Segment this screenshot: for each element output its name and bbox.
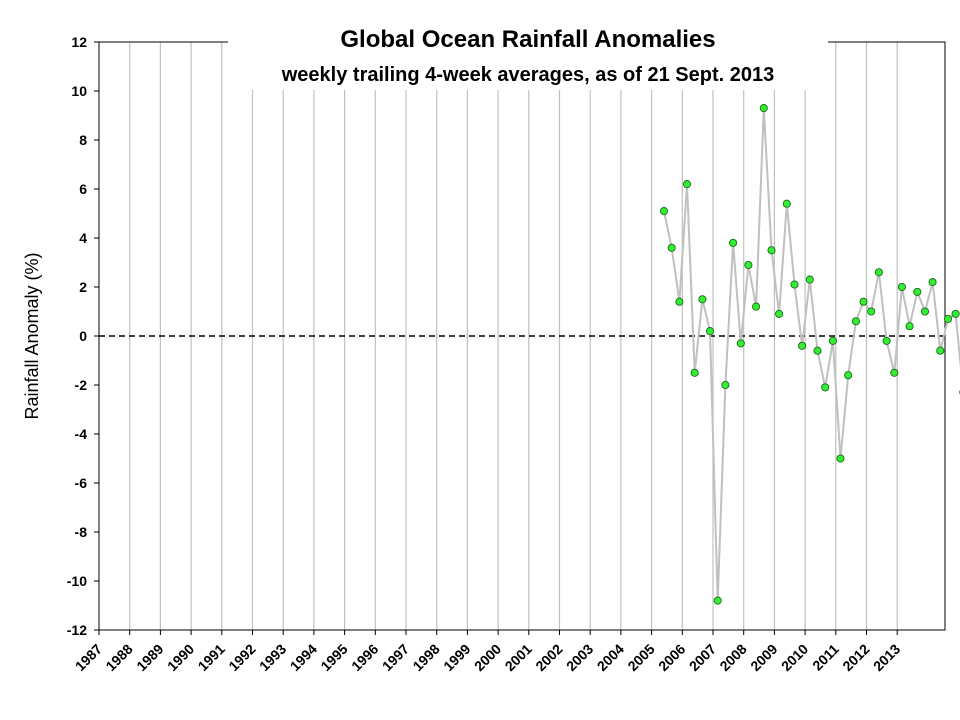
data-point (690, 368, 699, 377)
data-point (798, 341, 807, 350)
y-tick-label: 12 (71, 34, 87, 50)
data-point (859, 297, 868, 306)
data-point (882, 336, 891, 345)
data-point (951, 309, 960, 318)
data-point (775, 309, 784, 318)
y-tick-label: 4 (79, 230, 87, 246)
x-tick-label: 1987 (72, 641, 105, 674)
data-point (936, 346, 945, 355)
data-point (813, 346, 822, 355)
y-tick-label: -10 (67, 573, 87, 589)
x-tick-label: 1998 (409, 641, 442, 674)
data-point (920, 307, 930, 316)
data-point (659, 207, 669, 216)
data-point (821, 383, 830, 392)
series-connector-line (663, 108, 960, 601)
x-tick-label: 1995 (317, 641, 350, 674)
x-tick-label: 1990 (164, 641, 197, 674)
x-tick-label: 1989 (133, 641, 166, 674)
y-tick-label: 10 (71, 83, 87, 99)
data-point (836, 454, 845, 463)
data-point (851, 317, 860, 326)
chart-subtitle: weekly trailing 4-week averages, as of 2… (281, 64, 775, 86)
x-tick-label: 1993 (256, 641, 289, 674)
data-point (790, 280, 799, 289)
data-point (667, 243, 676, 252)
x-tick-label: 2004 (594, 641, 627, 674)
data-point (913, 287, 922, 296)
data-point (905, 322, 914, 331)
x-tick-label: 1996 (348, 641, 381, 674)
data-point (828, 336, 837, 345)
y-tick-label: 8 (79, 132, 87, 148)
data-point (721, 380, 730, 390)
data-series (659, 104, 960, 605)
data-point (682, 180, 692, 189)
x-tick-label: 2003 (563, 641, 596, 674)
y-tick-label: 6 (79, 181, 87, 197)
y-tick-label: -6 (75, 475, 88, 491)
data-point (928, 278, 937, 287)
x-tick-label: 1994 (287, 641, 320, 674)
data-point (805, 275, 814, 284)
data-point (844, 371, 853, 380)
y-tick-label: 2 (79, 279, 87, 295)
data-point (759, 104, 768, 113)
data-point (782, 199, 791, 208)
data-point (729, 238, 738, 247)
x-tick-label: 2008 (716, 641, 749, 674)
data-point (736, 339, 745, 348)
x-tick-label: 2009 (747, 641, 780, 674)
y-tick-label: -8 (75, 524, 88, 540)
x-tick-label: 1999 (440, 641, 473, 674)
y-axis-ticks: 12 10 8 6 4 2 0 -2 -4 -6 -8 -10 -12 (67, 34, 99, 638)
y-axis-label: Rainfall Anomaly (%) (22, 252, 42, 419)
data-point (713, 596, 722, 605)
data-point (675, 297, 684, 306)
x-tick-label: 2013 (870, 641, 903, 674)
x-tick-label: 2007 (686, 641, 719, 674)
x-tick-label: 2005 (624, 641, 657, 674)
x-tick-label: 1992 (225, 641, 258, 674)
x-tick-label: 2001 (502, 641, 535, 674)
x-tick-label: 2011 (809, 641, 842, 674)
x-tick-label: 1988 (102, 641, 135, 674)
data-point (874, 268, 883, 277)
x-tick-label: 1991 (195, 641, 228, 674)
x-tick-label: 2000 (471, 641, 504, 674)
x-tick-label: 2010 (778, 641, 811, 674)
y-tick-label: -2 (75, 377, 88, 393)
x-tick-label: 1997 (379, 641, 412, 674)
data-point (744, 260, 753, 270)
data-point (943, 314, 953, 323)
data-point (867, 307, 876, 316)
x-axis-ticks: 1987198819891990199119921993199419951996… (72, 630, 903, 674)
x-tick-label: 2002 (532, 641, 565, 674)
chart-title: Global Ocean Rainfall Anomalies (340, 26, 715, 53)
data-point (705, 327, 715, 336)
data-point (767, 246, 776, 255)
data-point (752, 302, 761, 311)
y-tick-label: -4 (75, 426, 88, 442)
y-tick-label: -12 (67, 622, 87, 638)
data-point (890, 368, 899, 377)
y-tick-label: 0 (79, 328, 87, 344)
data-point (698, 295, 707, 304)
x-tick-label: 2006 (655, 641, 688, 674)
title-backdrop (228, 18, 828, 90)
x-tick-label: 2012 (839, 641, 872, 674)
data-point (897, 282, 906, 292)
